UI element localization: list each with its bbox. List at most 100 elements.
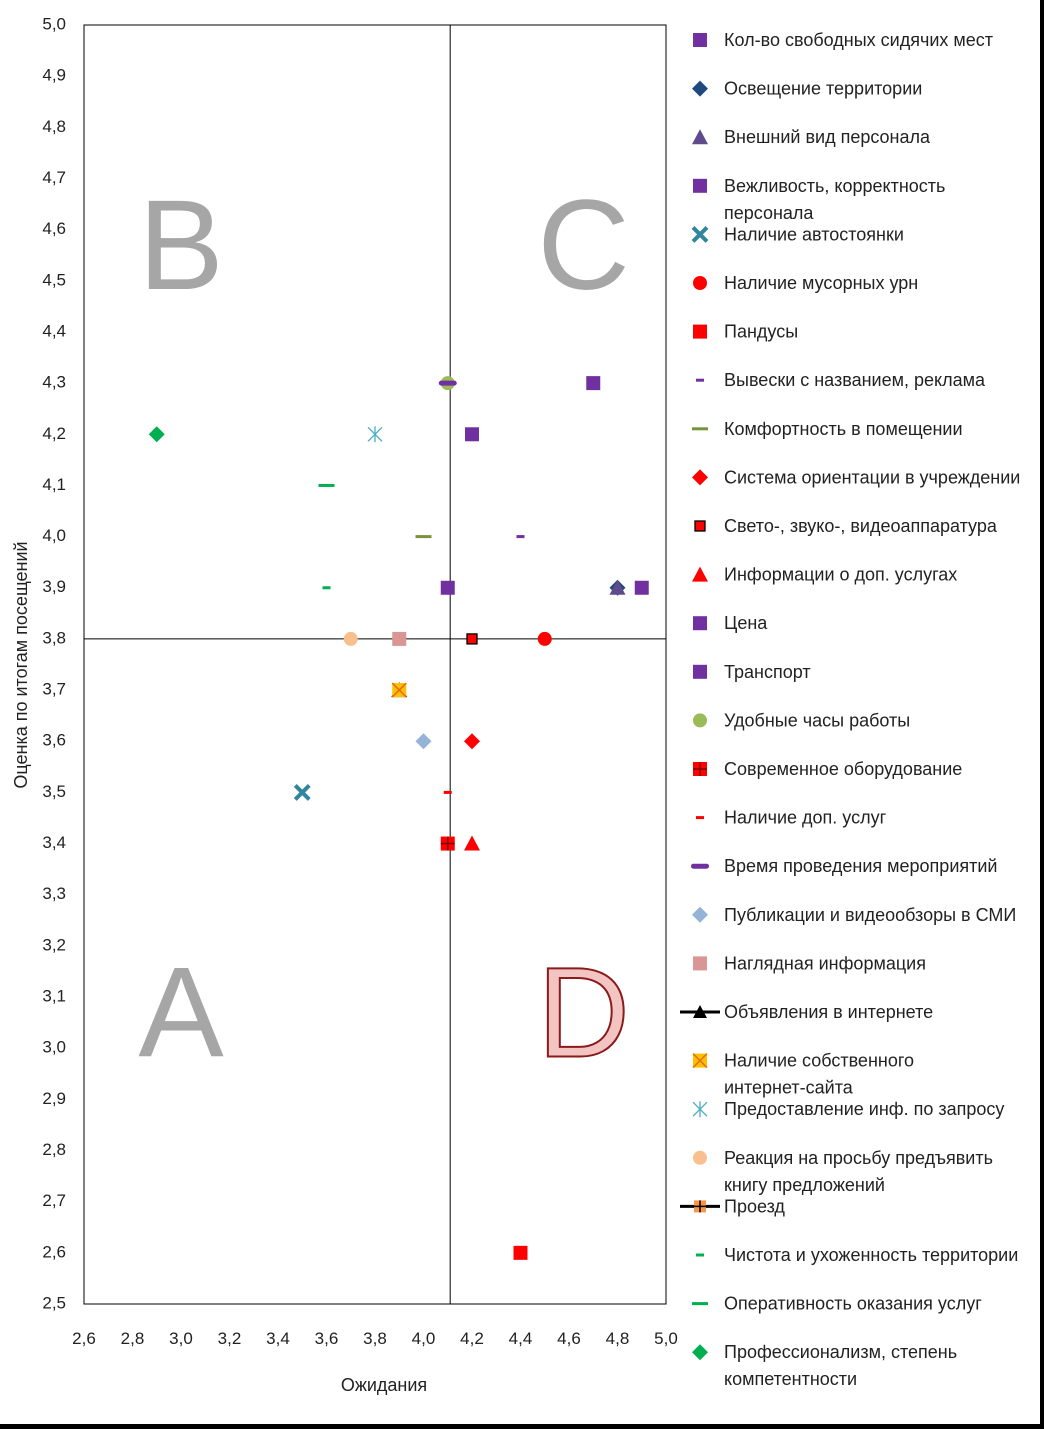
quadrant-label-b: B [138,174,223,317]
legend-item: Предоставление инф. по запросу [692,1099,1004,1119]
data-point [318,483,335,487]
y-axis-ticks: 5,0 4,9 4,8 4,7 4,6 4,5 4,4 4,3 4,2 4,1 4,0 3,9 3,8 3… [42,14,66,1312]
legend-marker [693,713,707,728]
legend-marker [696,1253,704,1257]
legend-item: Пандусы [693,322,798,342]
data-point [367,426,383,443]
quadrant-labels: B C A D [138,174,630,1085]
legend-marker [693,276,707,290]
legend-item: Транспорт [693,662,811,682]
legend-label: Предоставление инф. по запросу [724,1099,1004,1119]
legend-item: Вывески с названием, реклама [696,370,986,390]
legend-item: Освещение территории [692,79,922,99]
x-axis-ticks: 2,6 2,8 3,0 3,2 3,4 3,6 3,8 4,0 4,2 4,4 4,6 4,8 5,0 [72,1329,678,1348]
y-tick-label: 2,6 [42,1242,66,1261]
x-tick-label: 3,8 [363,1329,387,1348]
legend-marker [692,469,708,486]
x-tick-label: 4,2 [460,1329,484,1348]
legend-item: Оперативность оказания услуг [692,1294,982,1314]
legend-label: Вежливость, корректность персонала [724,176,945,223]
data-point [440,580,455,595]
data-points [148,376,649,1260]
x-tick-label: 4,4 [509,1329,533,1348]
data-point [391,682,407,698]
y-tick-label: 3,0 [42,1038,66,1057]
legend-label: Профессионализм, степень компетентности [724,1342,957,1389]
legend-marker [692,80,708,97]
legend-marker [693,324,707,339]
y-tick-label: 4,6 [42,219,66,238]
y-tick-label: 3,5 [42,782,66,801]
y-tick-label: 3,8 [42,628,66,647]
legend-label: Внешний вид персонала [724,127,931,147]
legend-marker [693,33,707,47]
x-axis-title: Ожидания [341,1375,427,1395]
legend-marker [692,1344,708,1361]
data-point [443,790,452,794]
legend-item: Проезд [680,1196,785,1216]
plot-area [83,24,667,1305]
legend-label: Свето-, звуко-, видеоаппаратура [724,516,998,536]
legend-item: Наличие собственного интернет-сайта [692,1051,914,1098]
legend-label: Транспорт [724,662,811,682]
legend-item: Свето-, звуко-, видеоаппаратура [694,516,998,536]
legend-label: Наличие мусорных урн [724,273,918,293]
legend-item: Цена [693,613,768,633]
quadrant-label-a: A [138,941,224,1084]
x-tick-label: 4,0 [412,1329,436,1348]
legend-marker [693,762,707,776]
y-tick-label: 4,1 [42,475,66,494]
y-tick-label: 4,9 [42,66,66,85]
y-tick-label: 4,5 [42,270,66,289]
data-point [464,733,480,750]
y-tick-label: 4,0 [42,526,66,545]
legend-item: Наличие доп. услуг [696,808,887,828]
y-tick-label: 4,8 [42,117,66,136]
legend-label: Чистота и ухоженность территории [724,1245,1018,1265]
legend-item: Реакция на просьбу предъявить книгу предл… [693,1148,993,1195]
legend-label: Цена [724,613,768,633]
legend-label: Информации о доп. услугах [724,565,957,585]
legend-marker [692,906,708,923]
legend-marker [692,427,708,431]
data-point [464,835,480,851]
y-tick-label: 3,6 [42,731,66,750]
legend-label: Современное оборудование [724,759,962,779]
legend-item: Наличие мусорных урн [693,273,918,293]
y-tick-label: 3,3 [42,884,66,903]
legend-item: Современное оборудование [693,759,962,779]
y-tick-label: 3,7 [42,680,66,699]
y-tick-label: 4,3 [42,373,66,392]
legend-label: Объявления в интернете [724,1002,933,1022]
legend-label: Наличие автостоянки [724,224,904,244]
legend-item: Чистота и ухоженность территории [696,1245,1018,1265]
y-tick-label: 4,2 [42,424,66,443]
legend-marker [692,566,708,582]
legend-marker [691,863,709,869]
quadrant-label-c: C [537,174,629,317]
legend-marker [680,1200,720,1213]
legend-marker [693,178,707,193]
legend-label: Вывески с названием, реклама [724,370,986,390]
data-point [586,376,601,391]
y-tick-label: 3,2 [42,935,66,954]
legend-label: Комфортность в помещении [724,419,963,439]
data-point [148,426,165,443]
legend-label: Пандусы [724,322,798,342]
x-tick-label: 2,8 [121,1329,145,1348]
quadrant-label-d: D [537,941,629,1084]
x-tick-label: 4,6 [557,1329,581,1348]
data-point [513,1245,528,1260]
y-tick-label: 2,5 [42,1293,66,1312]
data-point [415,535,432,539]
y-tick-label: 4,7 [42,168,66,187]
x-tick-label: 2,6 [72,1329,96,1348]
legend-label: Кол-во свободных сидячих мест [724,30,993,50]
legend-marker [693,664,707,679]
legend-marker [696,378,704,382]
legend-marker [693,956,707,971]
x-tick-label: 5,0 [654,1329,678,1348]
legend-item: Время проведения мероприятий [691,856,997,876]
